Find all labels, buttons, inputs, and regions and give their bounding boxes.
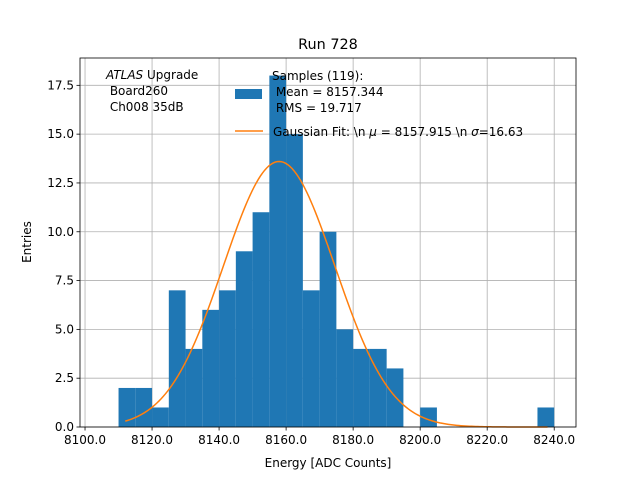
x-tick-label: 8100.0 <box>64 433 106 447</box>
atlas-annotation-line-2: Board260 <box>106 84 168 98</box>
histogram-bar <box>185 348 203 427</box>
legend-rms-label: RMS = 19.717 <box>272 101 362 115</box>
y-tick-label: 2.5 <box>55 371 74 385</box>
y-axis-label: Entries <box>20 221 34 263</box>
histogram-bar <box>252 212 270 427</box>
legend-fit-label: Gaussian Fit: \n μ = 8157.915 \n σ=16.63 <box>273 125 523 139</box>
plot-frame <box>79 57 577 428</box>
histogram-bar <box>319 231 337 427</box>
y-tick-label: 0.0 <box>55 420 74 434</box>
x-tick-label: 8160.0 <box>265 433 307 447</box>
y-tick-label: 10.0 <box>47 225 74 239</box>
histogram-bar <box>302 290 320 427</box>
x-tick-label: 8220.0 <box>466 433 508 447</box>
y-tick-label: 17.5 <box>47 78 74 92</box>
legend: Samples (119): Mean = 8157.344 RMS = 19.… <box>235 69 523 139</box>
chart-title: Run 728 <box>298 37 358 53</box>
x-tick-label: 8120.0 <box>131 433 173 447</box>
x-axis-ticks: 8100.0 8120.0 8140.0 8160.0 8180.0 8200.0 8220… <box>64 427 575 447</box>
y-tick-label: 5.0 <box>55 322 74 336</box>
histogram-bar <box>420 407 437 427</box>
histogram-bar <box>135 387 153 427</box>
histogram-bar <box>369 348 387 427</box>
histogram-bar <box>386 368 404 427</box>
x-tick-label: 8180.0 <box>332 433 374 447</box>
atlas-label: ATLAS <box>105 68 144 82</box>
histogram-bar <box>537 407 555 427</box>
legend-mean-label: Mean = 8157.344 <box>272 85 383 99</box>
y-axis-ticks: 0.0 2.5 5.0 7.5 10.0 12.5 15.0 17.5 <box>47 78 80 434</box>
x-axis-label: Energy [ADC Counts] <box>265 456 392 470</box>
histogram-bar <box>152 407 169 427</box>
y-tick-label: 12.5 <box>47 176 74 190</box>
histogram-bar <box>202 309 220 427</box>
histogram-bar <box>235 251 253 427</box>
histogram-bars <box>118 75 555 428</box>
histogram-bar <box>168 290 186 427</box>
histogram-bar <box>286 134 303 427</box>
y-tick-label: 15.0 <box>47 127 74 141</box>
atlas-annotation-line-1: ATLAS Upgrade <box>105 68 198 82</box>
legend-histogram-swatch <box>235 89 262 99</box>
x-tick-label: 8200.0 <box>399 433 441 447</box>
atlas-annotation-line-3: Ch008 35dB <box>106 100 184 114</box>
histogram-bar <box>353 348 370 427</box>
x-tick-label: 8240.0 <box>533 433 575 447</box>
histogram-bar <box>336 329 354 427</box>
gaussian-fit-line <box>125 160 548 428</box>
legend-samples-label: Samples (119): <box>272 69 363 83</box>
histogram-bar <box>118 387 136 427</box>
histogram-bar <box>219 290 236 427</box>
x-tick-label: 8140.0 <box>198 433 240 447</box>
y-tick-label: 7.5 <box>55 274 74 288</box>
